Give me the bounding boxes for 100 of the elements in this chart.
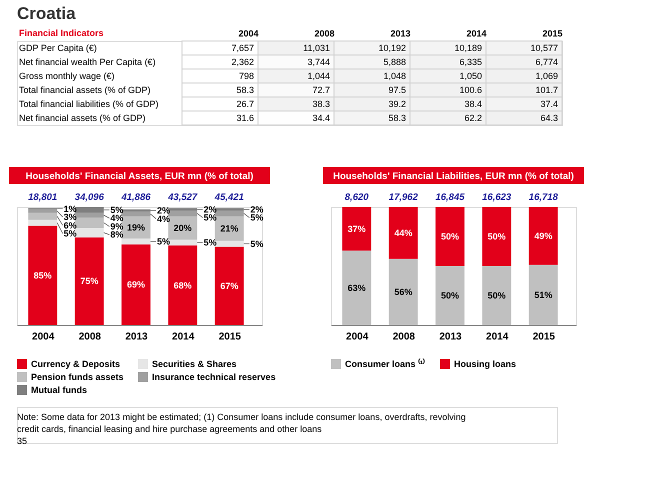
bar <box>74 212 104 218</box>
x-tick-label: 2013 <box>390 28 410 38</box>
x-tick-label: 2015 <box>532 332 556 342</box>
data-label: 5% <box>64 228 77 239</box>
data-label: 37.4 <box>540 99 558 109</box>
data-label: 64.3 <box>540 113 558 123</box>
data-label: 58.3 <box>236 85 254 95</box>
bar <box>214 210 244 216</box>
data-label: 4% <box>157 214 170 224</box>
x-tick-label: 2008 <box>78 332 102 342</box>
x-tick-label: 2013 <box>439 332 462 342</box>
data-label: 3,744 <box>307 57 330 67</box>
data-label: 68% <box>174 280 192 290</box>
bar <box>122 244 150 325</box>
data-label: 26.7 <box>236 99 254 109</box>
x-tick-label: 2008 <box>314 28 334 38</box>
data-label: 51% <box>534 290 552 300</box>
legend-label: Pension funds assets <box>31 372 124 382</box>
bar <box>28 226 58 325</box>
data-label: 20% <box>174 223 192 234</box>
data-label: 9% <box>110 221 124 232</box>
legend-label: Consumer loans ⁽¹⁾ <box>345 358 426 369</box>
y-tick-label: Total financial assets (% of GDP) <box>19 85 151 95</box>
data-label: 50% <box>440 290 460 300</box>
y-tick-label: Net financial assets (% of GDP) <box>19 113 146 123</box>
data-label: 100.6 <box>459 85 482 95</box>
data-label: 1,069 <box>535 71 558 81</box>
x-tick-label: 2004 <box>32 332 55 342</box>
data-label: 63% <box>348 282 366 293</box>
x-tick-label: 2014 <box>486 332 509 342</box>
y-axis-title: Financial Indicators <box>19 28 104 38</box>
data-label: 6,335 <box>459 57 482 67</box>
data-label: 34.4 <box>312 113 330 123</box>
data-label: 39.2 <box>388 99 406 109</box>
data-label: 1,044 <box>307 71 330 81</box>
legend-label: Insurance technical reserves <box>152 372 276 382</box>
bar <box>342 207 372 251</box>
data-label: 67% <box>220 280 238 291</box>
text: 16,623 <box>482 192 512 203</box>
data-label: 58.3 <box>388 113 406 123</box>
data-label: 38.3 <box>312 99 330 109</box>
bar <box>528 207 558 265</box>
legend-label: Housing loans <box>454 359 516 369</box>
x-tick-label: 2013 <box>125 332 148 342</box>
data-label: 10,189 <box>454 43 482 53</box>
data-label: 6% <box>64 220 77 230</box>
bar <box>214 208 244 211</box>
data-label: 1% <box>64 204 77 214</box>
data-label: 7,657 <box>231 43 254 53</box>
data-label: 56% <box>394 286 412 297</box>
chart-title: Households' Financial Assets, EUR mn (% of total) <box>26 171 254 182</box>
y-tick-label: Net financial wealth Per Capita (€) <box>19 57 156 67</box>
text: 43,527 <box>167 192 198 203</box>
data-label: 85% <box>34 270 52 280</box>
bar <box>168 210 198 216</box>
data-label: 5% <box>157 236 170 246</box>
bar <box>74 237 104 325</box>
y-tick-label: Total financial liabilities (% of GDP) <box>19 99 159 109</box>
text: 45,421 <box>214 192 244 203</box>
data-label: 49% <box>534 230 552 241</box>
legend-label: Securities & Shares <box>152 359 237 369</box>
text: 8,620 <box>344 192 370 203</box>
bar <box>168 240 198 246</box>
bar <box>168 208 198 211</box>
data-label: 31.6 <box>236 113 254 123</box>
bar <box>168 246 198 325</box>
data-label: 75% <box>80 276 98 286</box>
data-label: 6,774 <box>535 57 558 67</box>
bar <box>74 207 104 213</box>
data-label: 50% <box>440 232 460 242</box>
x-tick-label: 2015 <box>542 28 562 38</box>
data-label: 72.7 <box>312 85 330 95</box>
bar <box>28 212 58 220</box>
text: 17,962 <box>388 192 419 203</box>
data-label: 798 <box>238 71 254 81</box>
legend-label: Currency & Deposits <box>31 359 120 369</box>
data-label: 5% <box>110 204 124 215</box>
data-label: 8% <box>110 230 124 240</box>
data-label: 5% <box>204 212 217 223</box>
text: 16,845 <box>435 192 466 203</box>
data-label: 50% <box>488 232 506 242</box>
text: 34,096 <box>74 192 105 203</box>
y-tick-label: GDP Per Capita (€) <box>19 43 97 53</box>
x-tick-label: 2008 <box>392 332 416 342</box>
data-label: 5% <box>250 212 264 223</box>
data-label: 19% <box>126 222 146 232</box>
bar <box>28 209 58 213</box>
data-label: 38.4 <box>464 99 482 109</box>
bar <box>214 246 244 325</box>
bar <box>388 207 418 259</box>
legend-label: Mutual funds <box>31 385 87 395</box>
data-label: 50% <box>488 290 506 300</box>
data-label: 2% <box>157 206 170 216</box>
data-label: 2% <box>250 204 264 214</box>
bar <box>482 207 512 266</box>
data-label: 4% <box>110 213 124 224</box>
x-tick-label: 2004 <box>346 332 369 342</box>
y-tick-label: Gross monthly wage (€) <box>19 71 115 81</box>
data-label: 11,031 <box>303 43 330 53</box>
text: Note: Some data for 2013 might be estimated; (1) Consumer loans include consumer loans, overdrafts, revolving credit cards, financial leasing and hire purchase agreements and other loans <box>17 412 466 434</box>
